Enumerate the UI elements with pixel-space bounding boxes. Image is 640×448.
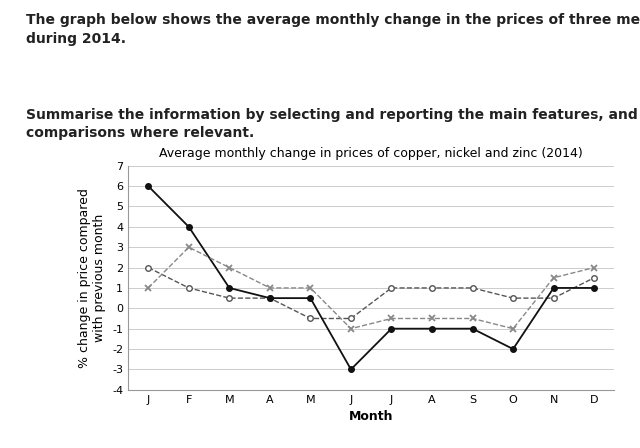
Text: The graph below shows the average monthly change in the prices of three metals
d: The graph below shows the average monthl… — [26, 13, 640, 46]
Title: Average monthly change in prices of copper, nickel and zinc (2014): Average monthly change in prices of copp… — [159, 147, 583, 160]
Y-axis label: % change in price compared
with previous month: % change in price compared with previous… — [79, 188, 106, 368]
X-axis label: Month: Month — [349, 410, 394, 423]
Text: Summarise the information by selecting and reporting the main features, and make: Summarise the information by selecting a… — [26, 108, 640, 140]
